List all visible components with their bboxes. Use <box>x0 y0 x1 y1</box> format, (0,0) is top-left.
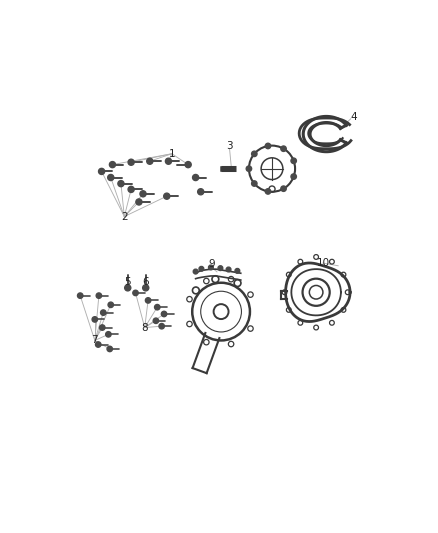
Text: 4: 4 <box>351 112 357 122</box>
Circle shape <box>133 290 138 296</box>
Circle shape <box>265 143 271 149</box>
Circle shape <box>185 161 191 168</box>
Circle shape <box>106 332 111 337</box>
Circle shape <box>291 174 297 179</box>
Circle shape <box>198 189 204 195</box>
Circle shape <box>155 304 160 310</box>
Circle shape <box>140 191 146 197</box>
Circle shape <box>95 342 101 347</box>
Circle shape <box>193 269 198 274</box>
Circle shape <box>92 317 98 322</box>
Text: 5: 5 <box>124 277 131 287</box>
Text: 6: 6 <box>142 277 149 287</box>
Circle shape <box>161 311 167 317</box>
Circle shape <box>108 174 114 181</box>
Circle shape <box>147 158 153 164</box>
Circle shape <box>118 181 124 187</box>
Text: 1: 1 <box>169 149 175 159</box>
Circle shape <box>145 297 151 303</box>
Circle shape <box>110 161 116 168</box>
Circle shape <box>281 186 286 191</box>
Circle shape <box>199 266 204 271</box>
Circle shape <box>96 293 102 298</box>
Text: 7: 7 <box>92 335 98 345</box>
Circle shape <box>107 346 113 352</box>
Circle shape <box>159 324 164 329</box>
Circle shape <box>218 266 223 271</box>
Circle shape <box>291 158 297 164</box>
Circle shape <box>143 285 149 291</box>
Text: 3: 3 <box>226 141 233 151</box>
Circle shape <box>265 189 271 194</box>
Text: 9: 9 <box>208 259 215 269</box>
Circle shape <box>101 310 106 316</box>
Text: 8: 8 <box>141 322 148 333</box>
Circle shape <box>128 187 134 192</box>
Text: 10: 10 <box>316 258 329 268</box>
Circle shape <box>99 168 105 174</box>
Circle shape <box>235 269 240 273</box>
Circle shape <box>193 174 199 181</box>
Circle shape <box>226 267 231 272</box>
Text: 2: 2 <box>121 212 127 222</box>
Circle shape <box>153 318 159 324</box>
Circle shape <box>78 293 83 298</box>
Circle shape <box>164 193 170 199</box>
Circle shape <box>99 325 105 330</box>
Circle shape <box>125 285 131 291</box>
Circle shape <box>246 166 251 172</box>
Circle shape <box>251 151 257 157</box>
Circle shape <box>166 158 172 164</box>
Circle shape <box>281 146 286 151</box>
Circle shape <box>128 159 134 165</box>
Circle shape <box>108 302 113 308</box>
Circle shape <box>208 265 213 270</box>
Circle shape <box>251 181 257 186</box>
Circle shape <box>136 199 142 205</box>
